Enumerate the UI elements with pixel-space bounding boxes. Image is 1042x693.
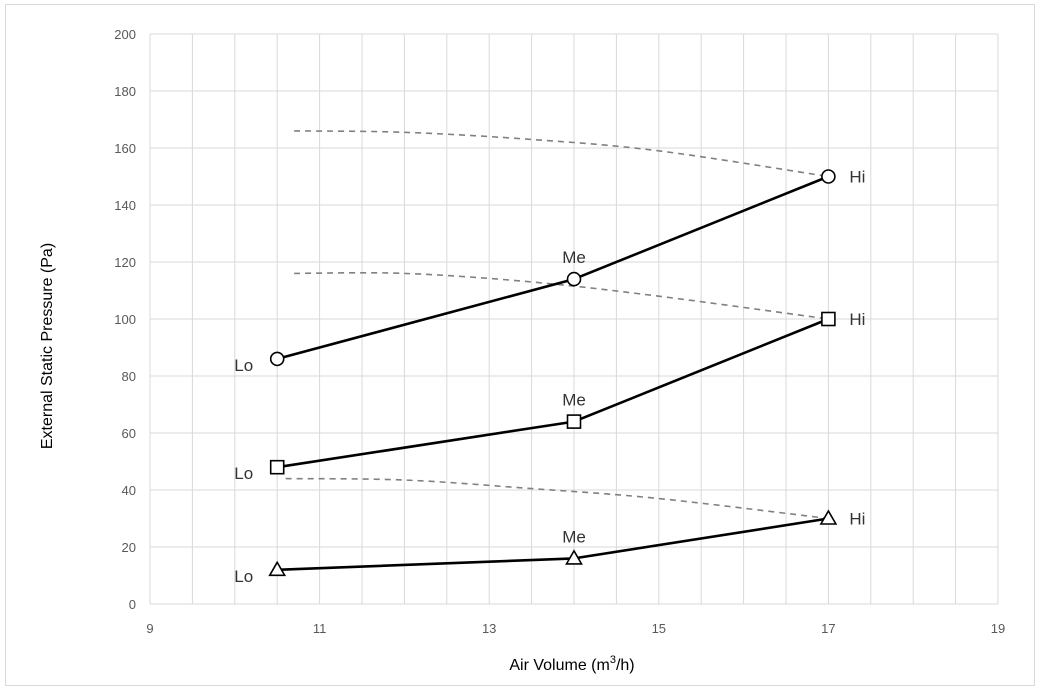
point-label: Hi (849, 510, 865, 529)
circle-marker (821, 169, 836, 184)
y-tick-label: 100 (114, 312, 136, 327)
y-tick-label: 120 (114, 255, 136, 270)
y-tick-label: 140 (114, 198, 136, 213)
grid-lines (149, 33, 999, 605)
point-label: Lo (234, 464, 253, 483)
y-tick-labels: 0 20 40 60 80 100 120 140 160 180 200 (114, 27, 136, 612)
x-tick-label: 15 (652, 621, 666, 636)
y-tick-label: 80 (122, 369, 136, 384)
square-marker (566, 414, 582, 429)
x-tick-label: 9 (146, 621, 153, 636)
series-line-triangle (277, 517, 829, 572)
dashed-curve (294, 271, 829, 320)
point-label: Lo (234, 356, 253, 375)
point-label: Me (562, 527, 586, 546)
x-tick-labels: 9 11 13 15 17 19 (146, 621, 1005, 636)
y-axis-title: External Static Pressure (Pa) (39, 243, 56, 449)
y-tick-label: 20 (122, 540, 136, 555)
dashed-curve (294, 130, 829, 178)
point-label: Me (562, 391, 586, 410)
y-tick-label: 160 (114, 141, 136, 156)
x-axis-title-main: Air Volume (m (509, 657, 609, 674)
point-label: Lo (234, 567, 253, 586)
series-line-circle (276, 175, 829, 361)
x-tick-label: 11 (313, 621, 327, 636)
triangle-marker (565, 549, 583, 565)
y-tick-label: 40 (122, 483, 136, 498)
x-tick-label: 19 (991, 621, 1005, 636)
y-tick-label: 0 (129, 597, 136, 612)
square-marker (821, 311, 836, 327)
x-axis-title-suffix: /h) (616, 657, 635, 674)
point-label: Hi (849, 310, 865, 329)
chart-frame (5, 4, 1035, 686)
point-label: Hi (849, 168, 865, 187)
y-tick-label: 180 (114, 84, 136, 99)
y-tick-label: 200 (114, 27, 136, 42)
point-label: Me (562, 248, 586, 267)
dashed-curves (285, 130, 829, 520)
series-layer (268, 169, 838, 577)
x-tick-label: 17 (821, 621, 835, 636)
x-axis-title: Air Volume (m3/h) (509, 654, 634, 674)
y-tick-label: 60 (122, 426, 136, 441)
x-tick-label: 13 (482, 621, 496, 636)
dashed-curve (285, 477, 829, 520)
circle-marker (566, 271, 582, 287)
square-marker (269, 459, 285, 475)
circle-marker (269, 351, 285, 367)
point-labels: Lo Me Hi Lo Me Hi Lo Me Hi (234, 168, 865, 586)
triangle-marker (268, 560, 287, 577)
x-axis-title-sup: 3 (610, 654, 616, 666)
series-line-square (277, 317, 829, 469)
triangle-marker (819, 509, 838, 525)
